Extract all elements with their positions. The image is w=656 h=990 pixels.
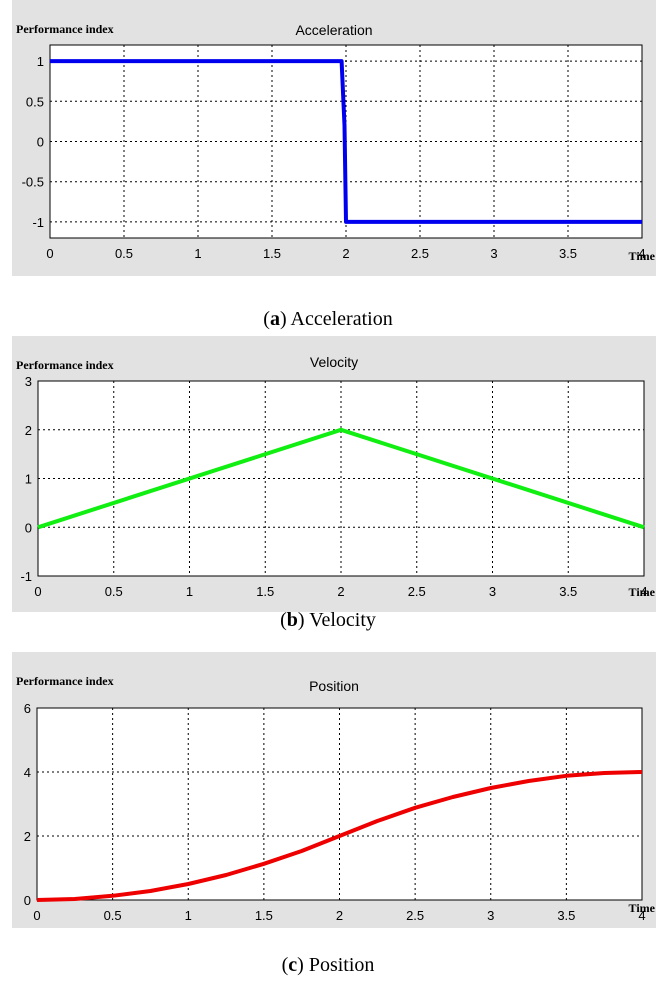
acceleration-y-tick-label: 0	[37, 135, 44, 150]
velocity-x-tick-label: 3.5	[559, 584, 577, 599]
caption-b-text: Velocity	[309, 609, 376, 631]
position-y-tick-label: 6	[24, 701, 31, 716]
caption-a-letter: a	[269, 308, 280, 330]
acceleration-series-line	[50, 59, 642, 224]
velocity-chart-panel: 0 0.5 1 1.5 2 2.5 3 3.5 4 3 2 1 0 -1 Performance inde…	[12, 336, 656, 612]
caption-b-letter: b	[286, 609, 298, 631]
acceleration-y-tick-label: -0.5	[22, 175, 44, 190]
acceleration-x-tick-label: 1.5	[263, 246, 281, 261]
position-series-line	[36, 770, 643, 902]
velocity-x-tick-label: 3	[489, 584, 496, 599]
caption-b: (b) Velocity	[280, 609, 376, 631]
caption-a: (a) Acceleration	[263, 308, 393, 330]
acceleration-x-tick-label: 0.5	[115, 246, 133, 261]
position-x-tick-label: 3.5	[557, 908, 575, 923]
position-x-tick-label: 3	[487, 908, 494, 923]
position-x-tick-label: 2	[336, 908, 343, 923]
velocity-ylabel: Performance index	[16, 358, 114, 372]
velocity-x-tick-label: 1	[186, 584, 193, 599]
acceleration-chart: 0 0.5 1 1.5 2 2.5 3 3.5 4 1 0.5 0 -0.5 -1	[22, 44, 646, 261]
position-xlabel: Time	[628, 901, 655, 915]
acceleration-x-tick-label: 4	[638, 246, 645, 261]
acceleration-xlabel: Time	[628, 249, 655, 263]
velocity-y-tick-label: 1	[25, 472, 32, 487]
acceleration-y-tick-label: 1	[37, 54, 44, 69]
position-ylabel: Performance index	[16, 674, 114, 688]
position-y-tick-label: 4	[24, 765, 31, 780]
velocity-x-tick-label: 4	[640, 584, 647, 599]
velocity-x-tick-label: 1.5	[256, 584, 274, 599]
velocity-x-tick-label: 2.5	[408, 584, 426, 599]
acceleration-plot-border	[49, 44, 643, 239]
caption-a-text: Acceleration	[290, 308, 393, 330]
position-plot-border	[36, 707, 643, 901]
velocity-y-tick-label: -1	[20, 569, 32, 584]
position-x-tick-label: 0	[33, 908, 40, 923]
caption-c: (c) Position	[281, 954, 375, 976]
position-title: Position	[309, 678, 359, 694]
velocity-series-line	[37, 427, 645, 530]
position-y-tick-label: 2	[24, 829, 31, 844]
acceleration-x-tick-label: 0	[46, 246, 53, 261]
velocity-title: Velocity	[309, 354, 359, 370]
acceleration-y-tick-label: -1	[32, 215, 44, 230]
velocity-x-tick-label: 2	[337, 584, 344, 599]
acceleration-y-tick-label: 0.5	[26, 94, 44, 109]
acceleration-x-tick-label: 3	[490, 246, 497, 261]
acceleration-ylabel: Performance index	[16, 22, 114, 36]
position-x-tick-label: 4	[638, 908, 645, 923]
acceleration-chart-panel: 0 0.5 1 1.5 2 2.5 3 3.5 4 1 0.5 0 -0.5 -1 Performance…	[12, 0, 656, 276]
acceleration-x-tick-label: 3.5	[559, 246, 577, 261]
velocity-plot-border	[37, 380, 645, 577]
acceleration-x-tick-label: 2	[342, 246, 349, 261]
caption-c-text: Position	[308, 954, 375, 976]
acceleration-x-tick-label: 2.5	[411, 246, 429, 261]
position-chart-panel: 0 0.5 1 1.5 2 2.5 3 3.5 4 6 4 2 0 Performance index …	[12, 652, 656, 928]
acceleration-x-tick-label: 1	[194, 246, 201, 261]
velocity-y-tick-label: 3	[25, 374, 32, 389]
velocity-y-tick-label: 0	[25, 520, 32, 535]
velocity-x-tick-label: 0	[34, 584, 41, 599]
position-x-tick-label: 1.5	[255, 908, 273, 923]
position-x-tick-label: 0.5	[104, 908, 122, 923]
position-y-tick-label: 0	[24, 893, 31, 908]
velocity-xlabel: Time	[628, 585, 655, 599]
position-x-tick-label: 2.5	[406, 908, 424, 923]
position-x-tick-label: 1	[185, 908, 192, 923]
position-chart: 0 0.5 1 1.5 2 2.5 3 3.5 4 6 4 2 0	[24, 701, 646, 923]
velocity-x-tick-label: 0.5	[105, 584, 123, 599]
caption-c-letter: c	[288, 954, 298, 976]
velocity-y-tick-label: 2	[25, 423, 32, 438]
acceleration-title: Acceleration	[295, 22, 373, 38]
